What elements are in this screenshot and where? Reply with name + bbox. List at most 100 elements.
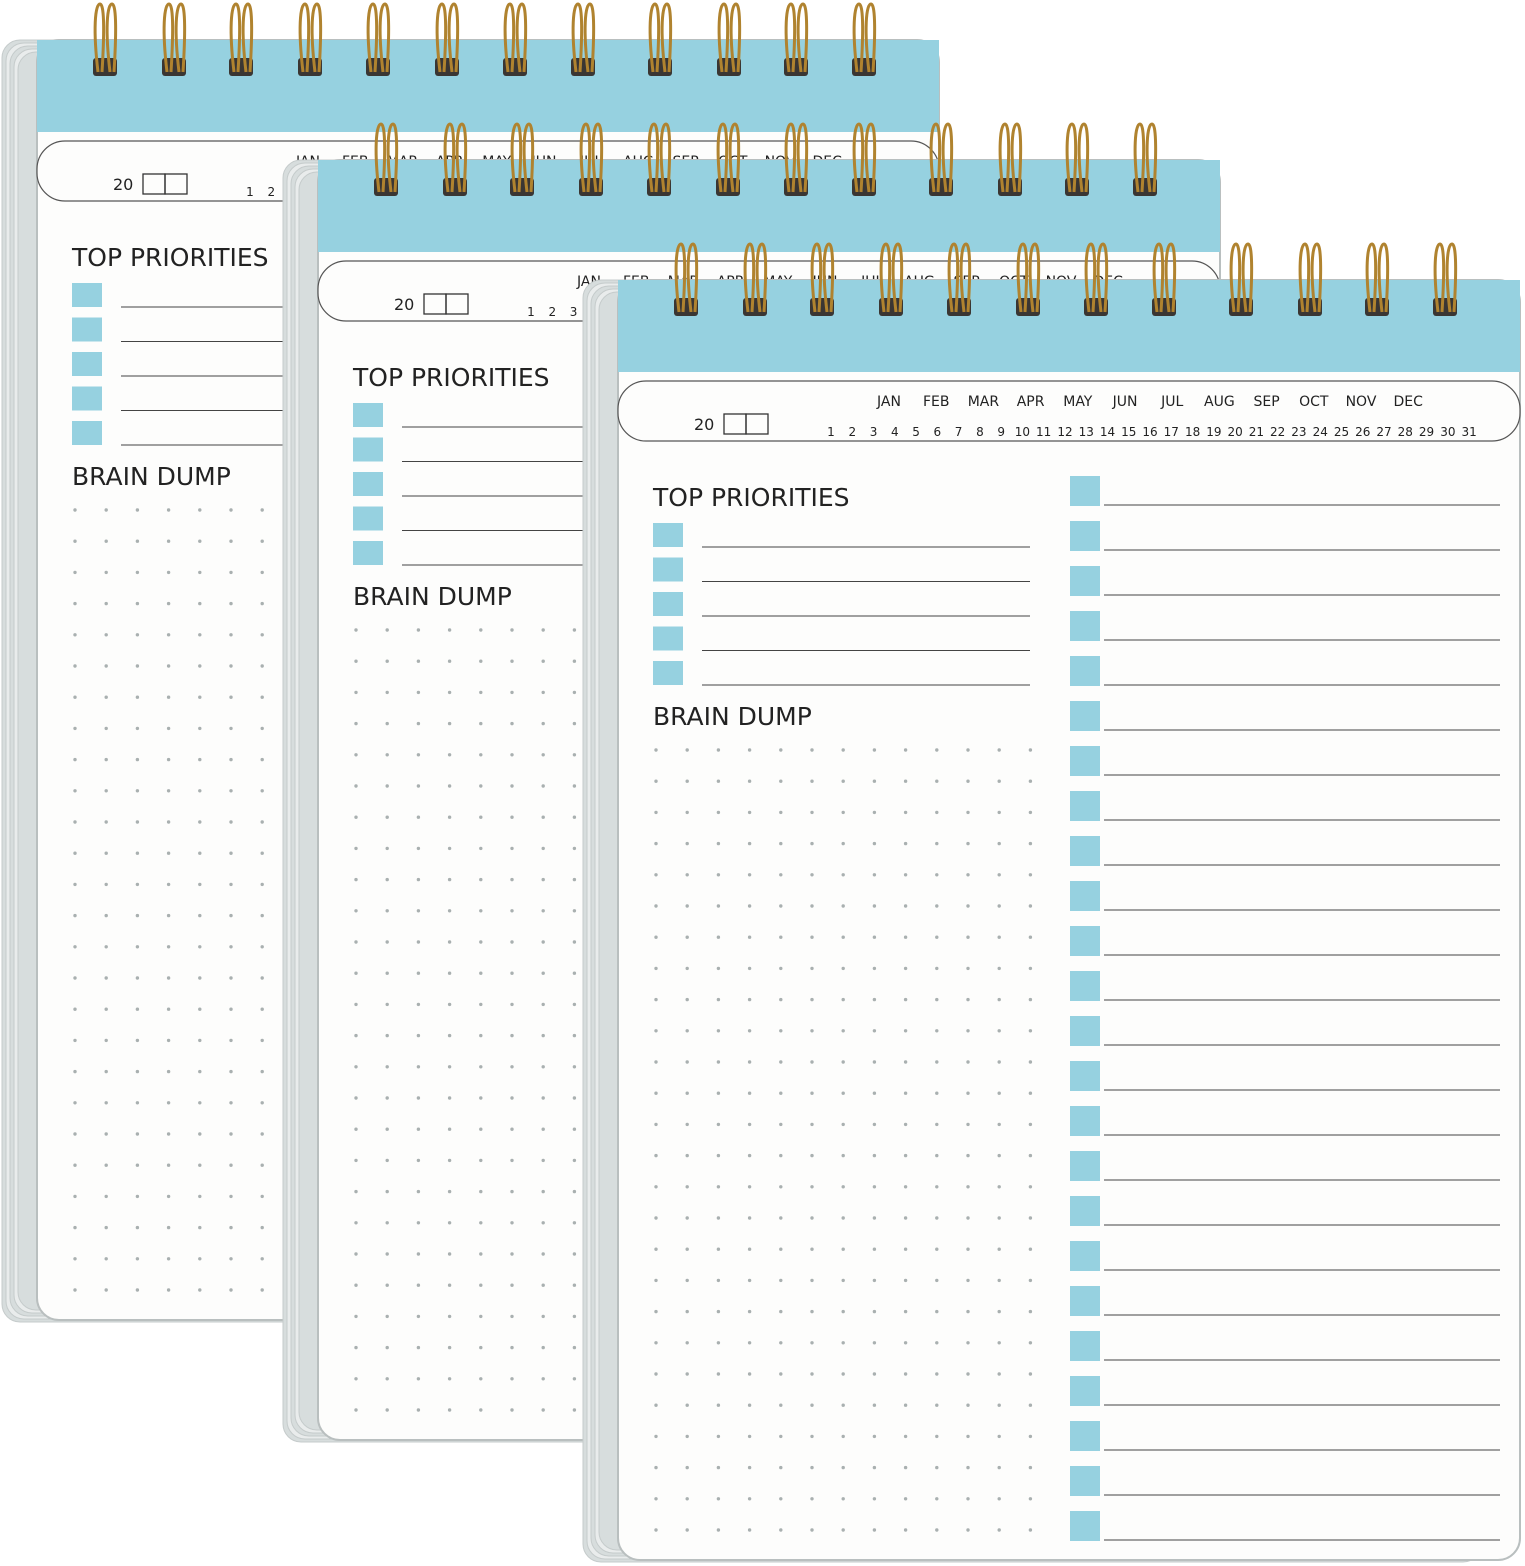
dot	[779, 1528, 783, 1532]
ring	[298, 2, 311, 73]
dot	[747, 1497, 752, 1501]
dot	[198, 695, 202, 699]
dot	[1028, 1029, 1033, 1033]
month-label: JUN	[1112, 394, 1138, 410]
dot	[716, 1185, 721, 1189]
dot	[903, 1528, 908, 1532]
dot	[73, 757, 77, 762]
dot	[416, 1221, 421, 1225]
dot	[198, 1163, 202, 1167]
dot	[198, 1069, 202, 1074]
ring	[583, 2, 596, 73]
dot	[166, 508, 171, 512]
ring	[947, 242, 960, 313]
dot	[73, 1101, 77, 1105]
dot	[166, 664, 171, 668]
dot	[810, 841, 814, 846]
dot	[903, 966, 908, 971]
checkbox	[1070, 656, 1100, 686]
dot	[935, 1185, 939, 1189]
ring	[1145, 122, 1158, 193]
dot	[841, 1434, 845, 1439]
dot	[510, 909, 514, 913]
dot	[104, 882, 108, 887]
dot	[997, 1403, 1001, 1407]
dot	[416, 1314, 421, 1319]
dot	[747, 810, 752, 815]
day-label: 31	[1461, 425, 1476, 439]
ring	[1298, 242, 1311, 313]
dot	[135, 601, 140, 606]
dot	[841, 1278, 845, 1283]
dot	[935, 1029, 939, 1033]
dot	[541, 1345, 545, 1350]
dot	[779, 1434, 783, 1439]
dot	[198, 1194, 202, 1199]
dot	[541, 877, 545, 882]
dot	[1028, 748, 1033, 752]
dot	[447, 1158, 452, 1163]
ring	[1084, 242, 1097, 313]
dot	[510, 1158, 514, 1163]
dot	[572, 1158, 577, 1163]
section-title: TOP PRIORITIES	[71, 243, 269, 272]
dot	[479, 784, 483, 788]
checkbox	[1070, 926, 1100, 956]
dot	[716, 1216, 721, 1220]
dot	[654, 935, 658, 939]
dot	[841, 904, 845, 908]
dot	[385, 1065, 389, 1069]
dot	[104, 913, 108, 918]
dot	[541, 659, 545, 663]
checkbox	[353, 541, 383, 565]
dot	[135, 1101, 140, 1105]
year-box	[164, 173, 188, 195]
dot	[1028, 1309, 1033, 1314]
dot	[73, 945, 77, 949]
dot	[654, 1465, 658, 1470]
dot	[841, 1341, 845, 1345]
dot	[260, 1069, 264, 1074]
dot	[260, 695, 264, 699]
dot	[935, 935, 939, 939]
dot	[966, 1465, 970, 1470]
dot	[260, 1101, 264, 1105]
dot	[654, 1403, 658, 1407]
dot	[572, 1345, 577, 1350]
dot	[416, 971, 421, 975]
dot	[385, 628, 389, 632]
dot	[260, 1038, 264, 1043]
dot	[572, 815, 577, 819]
dot	[903, 904, 908, 908]
dot	[447, 1345, 452, 1350]
checkbox	[1070, 1196, 1100, 1226]
dot	[447, 1377, 452, 1381]
dot	[354, 1065, 358, 1069]
dot	[447, 909, 452, 913]
dot	[73, 1069, 77, 1074]
dot	[354, 1127, 358, 1131]
dot	[779, 1185, 783, 1189]
ring	[93, 2, 106, 73]
dot	[572, 1252, 577, 1256]
dot	[198, 882, 202, 887]
dot	[841, 966, 845, 971]
dot	[997, 748, 1001, 752]
dot	[685, 841, 689, 846]
dot	[872, 1091, 877, 1095]
dot	[541, 1283, 545, 1287]
dot	[416, 721, 421, 726]
dot	[685, 1465, 689, 1470]
dot	[935, 966, 939, 971]
dot	[1028, 997, 1033, 1002]
dot	[354, 659, 358, 663]
day-label: 26	[1355, 425, 1370, 439]
dot	[872, 1247, 877, 1251]
dot	[479, 1189, 483, 1194]
dot	[510, 1377, 514, 1381]
dot	[541, 753, 545, 757]
dot	[260, 570, 264, 575]
dot	[416, 1033, 421, 1038]
dot	[260, 820, 264, 824]
dot	[779, 841, 783, 846]
